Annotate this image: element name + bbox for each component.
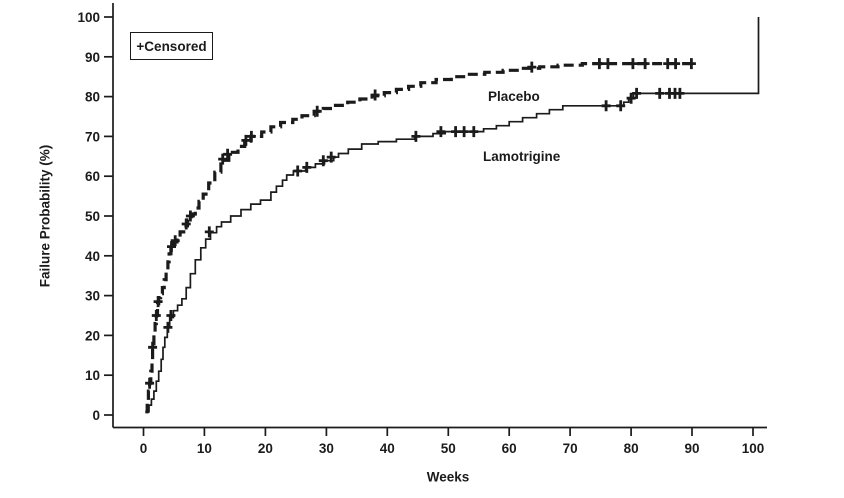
x-tick-label: 90 <box>684 441 699 456</box>
x-axis-title: Weeks <box>426 469 470 485</box>
placebo-censor-mark <box>628 58 638 70</box>
censored-legend: +Censored <box>130 32 213 60</box>
lamotrigine-censor-mark <box>616 100 626 112</box>
x-tick-label: 10 <box>197 441 212 456</box>
placebo-curve <box>145 62 692 414</box>
y-tick-label: 70 <box>85 129 100 144</box>
y-axis-title: Failure Probability (%) <box>37 144 53 288</box>
lamotrigine-censor-mark <box>469 126 479 138</box>
placebo-censor-mark <box>167 241 176 253</box>
y-tick-label: 0 <box>92 408 100 423</box>
lamotrigine-censor-mark <box>302 161 312 173</box>
placebo-censor-mark <box>246 130 256 142</box>
x-tick-label: 70 <box>563 441 578 456</box>
lamotrigine-censor-mark <box>166 310 176 321</box>
placebo-censor-mark <box>170 235 180 247</box>
x-tick-label: 0 <box>140 441 148 456</box>
lamotrigine-censor-mark <box>459 126 469 138</box>
lamotrigine-series-label: Lamotrigine <box>483 149 561 164</box>
placebo-censor-mark <box>527 61 537 73</box>
placebo-censor-mark <box>153 296 163 308</box>
lamotrigine-censor-mark <box>318 155 328 167</box>
lamotrigine-censor-mark <box>632 87 642 99</box>
lamotrigine-censor-mark <box>626 92 636 104</box>
x-tick-label: 50 <box>441 441 456 456</box>
placebo-censor-mark <box>185 210 195 222</box>
lamotrigine-censor-mark <box>655 87 665 99</box>
lamotrigine-censor-mark <box>293 165 303 177</box>
placebo-censor-mark <box>151 310 161 321</box>
censored-legend-label: +Censored <box>136 38 207 54</box>
placebo-censor-mark <box>594 58 604 70</box>
y-tick-label: 40 <box>85 249 100 264</box>
y-tick-label: 90 <box>85 50 100 65</box>
x-tick-label: 80 <box>624 441 639 456</box>
x-tick-label: 20 <box>258 441 273 456</box>
placebo-censor-mark <box>603 58 613 70</box>
lamotrigine-censor-mark <box>451 126 461 138</box>
lamotrigine-censor-mark <box>204 226 214 238</box>
y-tick-label: 20 <box>85 328 100 343</box>
y-tick-label: 80 <box>85 90 100 105</box>
x-tick-label: 40 <box>380 441 395 456</box>
placebo-censor-mark <box>686 58 696 70</box>
lamotrigine-curve <box>146 17 760 413</box>
placebo-censor-mark <box>370 89 380 101</box>
lamotrigine-censor-mark <box>326 151 336 163</box>
y-tick-label: 60 <box>85 169 100 184</box>
y-tick-label: 30 <box>85 289 100 304</box>
lamotrigine-censor-mark <box>436 126 446 138</box>
placebo-censor-mark <box>223 148 233 160</box>
lamotrigine-censor-mark <box>411 130 421 142</box>
y-tick-label: 50 <box>85 209 100 224</box>
lamotrigine-censor-mark <box>675 87 685 99</box>
y-tick-label: 100 <box>77 10 100 25</box>
placebo-censor-mark <box>218 153 228 165</box>
placebo-series-label: Placebo <box>488 89 540 104</box>
y-tick-label: 10 <box>85 368 100 383</box>
placebo-censor-mark <box>671 58 681 70</box>
placebo-censor-mark <box>181 218 191 230</box>
lamotrigine-censor-mark <box>163 321 173 333</box>
placebo-censor-mark <box>241 134 251 146</box>
x-tick-label: 100 <box>742 441 765 456</box>
x-tick-label: 60 <box>502 441 517 456</box>
placebo-censor-mark <box>148 341 158 353</box>
placebo-censor-mark <box>640 58 650 70</box>
placebo-censor-mark <box>312 105 322 117</box>
placebo-censor-mark <box>145 377 155 389</box>
placebo-censor-mark <box>663 58 673 70</box>
x-tick-label: 30 <box>319 441 334 456</box>
lamotrigine-censor-mark <box>601 100 611 112</box>
